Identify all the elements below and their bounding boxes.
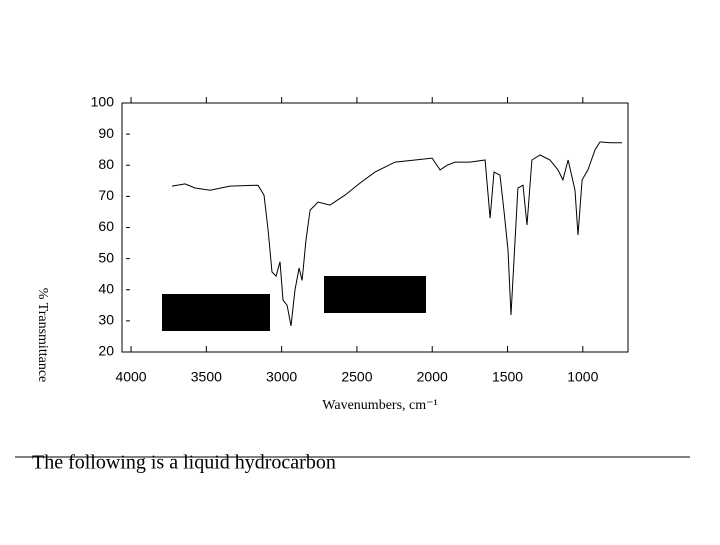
y-tick-label: 90: [98, 125, 114, 141]
x-tick-label: 2000: [417, 369, 448, 385]
x-tick-label: 1000: [567, 369, 598, 385]
x-tick-label: 4000: [115, 369, 146, 385]
y-tick-label: 100: [91, 94, 115, 110]
y-tick-label: 40: [98, 280, 114, 296]
y-tick-label: 60: [98, 218, 114, 234]
caption: The following is a liquid hydrocarbon: [32, 452, 336, 474]
y-tick-label: 20: [98, 343, 114, 359]
y-axis-label: % Transmittance: [35, 288, 50, 383]
redaction: [162, 294, 270, 331]
y-tick-label: 80: [98, 156, 114, 172]
redaction: [324, 276, 426, 313]
spectrum-line: [171, 141, 622, 326]
x-tick-label: 3000: [266, 369, 297, 385]
x-tick-label: 3500: [191, 369, 222, 385]
y-tick-label: 30: [98, 312, 114, 328]
y-tick-label: 70: [98, 187, 114, 203]
y-tick-label: 50: [98, 249, 114, 265]
plot-frame: [121, 102, 629, 353]
x-tick-label: 1500: [492, 369, 523, 385]
x-tick-label: 2500: [341, 369, 372, 385]
x-axis-label: Wavenumbers, cm⁻¹: [322, 398, 437, 413]
